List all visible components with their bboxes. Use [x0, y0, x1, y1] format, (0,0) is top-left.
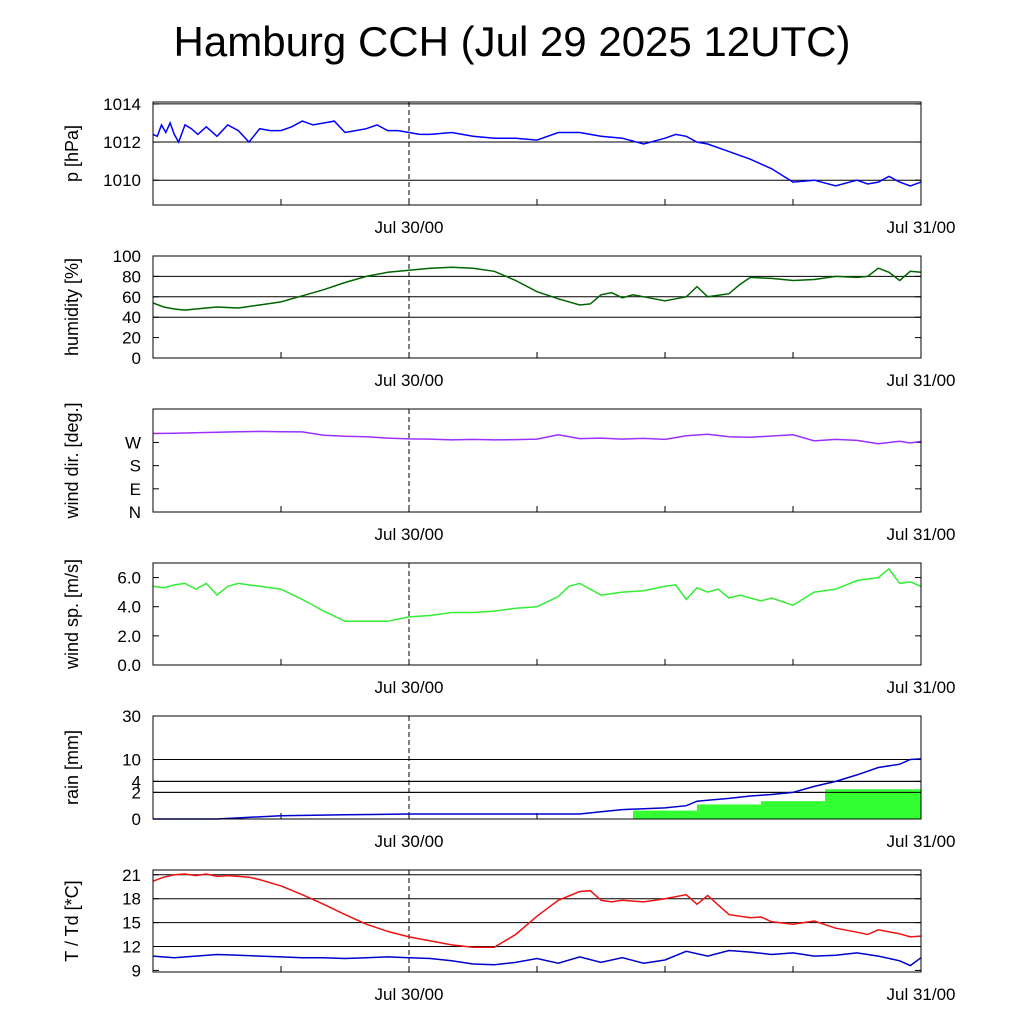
y-tick-label: 6.0 [117, 569, 141, 588]
y-tick-label: 1012 [103, 133, 141, 152]
x-tick-label: Jul 31/00 [887, 985, 956, 1004]
series-line-wind_dir [152, 430, 922, 445]
y-tick-label: 80 [122, 267, 141, 286]
y-axis-label: wind dir. [deg.] [62, 402, 82, 519]
series-line-pressure [152, 120, 922, 187]
y-tick-label: 4 [132, 772, 141, 791]
y-axis-label: humidity [%] [62, 258, 82, 356]
plot-frame [152, 408, 922, 513]
y-tick-label: 100 [113, 247, 141, 266]
y-tick-label: 20 [122, 329, 141, 348]
y-tick-label: 4.0 [117, 598, 141, 617]
plot-frame [152, 562, 922, 666]
x-tick-label: Jul 30/00 [375, 371, 444, 390]
y-tick-label: 21 [122, 866, 141, 885]
x-tick-label: Jul 30/00 [375, 218, 444, 237]
y-tick-label: E [130, 480, 141, 499]
y-tick-label: 40 [122, 308, 141, 327]
y-tick-label: S [130, 457, 141, 476]
y-tick-label: 12 [122, 938, 141, 957]
rain-bar [825, 789, 921, 819]
y-tick-label: 1014 [103, 95, 141, 114]
panel-rain: Jul 30/00 Jul 31/00 0 24 10 30 rain [mm] [62, 707, 956, 851]
y-tick-label: 0.0 [117, 656, 141, 675]
y-tick-label: 60 [122, 288, 141, 307]
y-tick-label: 1010 [103, 171, 141, 190]
plot-frame [152, 869, 922, 973]
series-line-rain [153, 758, 922, 820]
rain-bar [761, 801, 825, 819]
series-line-humidity [152, 266, 922, 311]
x-tick-label: Jul 31/00 [887, 525, 956, 544]
y-tick-label: W [125, 433, 141, 452]
y-tick-label: 15 [122, 914, 141, 933]
x-tick-label: Jul 30/00 [375, 678, 444, 697]
y-tick-label: 10 [122, 751, 141, 770]
x-tick-label: Jul 31/00 [887, 218, 956, 237]
panel-pressure: Jul 30/00 Jul 31/00 1010 1012 1014 p [hPa] [62, 95, 956, 237]
x-tick-label: Jul 31/00 [887, 678, 956, 697]
panel-wind_speed: Jul 30/00 Jul 31/00 0.0 2.0 4.0 6.0 wind sp. [… [62, 559, 956, 697]
x-tick-label: Jul 30/00 [375, 525, 444, 544]
y-tick-label: N [129, 503, 141, 522]
y-tick-label: 18 [122, 890, 141, 909]
plot-frame [152, 255, 922, 359]
plot-frame [152, 101, 922, 206]
chart-title: Hamburg CCH (Jul 29 2025 12UTC) [173, 18, 851, 65]
y-tick-label: 30 [122, 707, 141, 726]
x-tick-label: Jul 30/00 [375, 985, 444, 1004]
panel-temperature: Jul 30/00 Jul 31/00 9 12 15 18 21 T / Td [*C] [62, 866, 956, 1004]
series-line-temperature [152, 949, 922, 967]
y-tick-label: 2.0 [117, 627, 141, 646]
y-axis-label: wind sp. [m/s] [62, 559, 82, 670]
y-axis-label: rain [mm] [62, 730, 82, 805]
y-tick-label: 9 [132, 961, 141, 980]
rain-bar [633, 810, 697, 819]
y-axis-label: T / Td [*C] [62, 880, 82, 961]
x-tick-label: Jul 31/00 [887, 832, 956, 851]
rain-bar [697, 804, 761, 819]
plot-frame [152, 715, 922, 820]
series-line-temperature [152, 873, 922, 949]
y-tick-label: 0 [132, 349, 141, 368]
y-tick-label: 2 [132, 783, 141, 802]
y-tick-label: 0 [132, 810, 141, 829]
y-axis-label: p [hPa] [62, 125, 82, 182]
x-tick-label: Jul 31/00 [887, 371, 956, 390]
x-tick-label: Jul 30/00 [375, 832, 444, 851]
series-line-wind_speed [152, 567, 922, 623]
